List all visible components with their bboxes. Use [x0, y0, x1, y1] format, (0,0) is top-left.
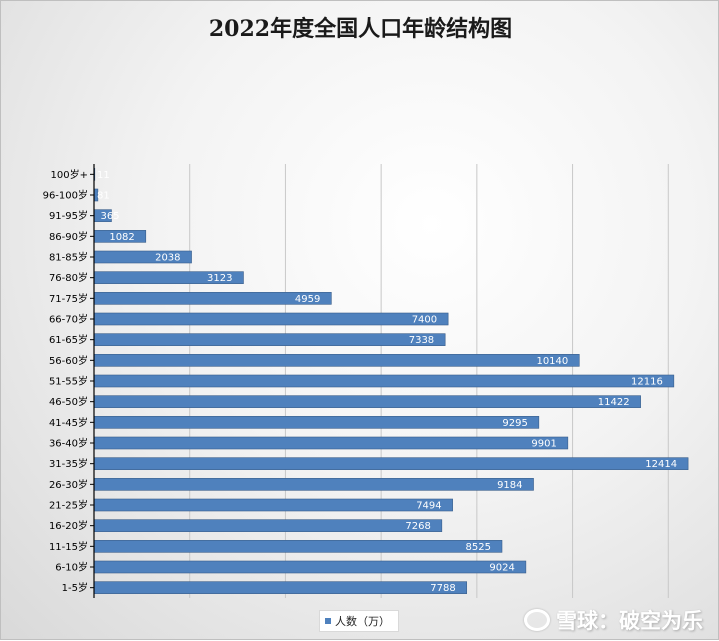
- data-label: 7268: [405, 521, 430, 532]
- legend-label: 人数（万）: [335, 615, 390, 628]
- y-tick-label: 56-60岁: [49, 354, 88, 367]
- data-label: 81: [97, 191, 110, 202]
- watermark-text: 雪球：破空为乐: [556, 609, 703, 633]
- chart-title: 2022年度全国人口年龄结构图: [208, 16, 513, 42]
- bar: [93, 374, 675, 388]
- y-tick-label: 96-100岁: [43, 189, 88, 202]
- bar: [93, 395, 641, 408]
- watermark: 雪球：破空为乐: [524, 605, 703, 635]
- data-label: 3123: [207, 273, 232, 284]
- bar: [93, 498, 453, 512]
- data-label: 9184: [497, 480, 522, 491]
- y-tick-label: 1-5岁: [62, 581, 88, 594]
- data-label: 4959: [295, 294, 320, 305]
- data-label: 7494: [416, 501, 441, 512]
- y-tick-label: 66-70岁: [49, 313, 88, 326]
- bar: [93, 540, 503, 553]
- bars: 7788902485257268749491841241499019295114…: [93, 168, 689, 594]
- legend-swatch: [325, 618, 331, 624]
- y-tick-label: 81-85岁: [49, 251, 88, 264]
- y-tick-label: 91-95岁: [49, 209, 88, 222]
- data-label: 7400: [412, 315, 437, 326]
- data-label: 365: [100, 211, 119, 222]
- data-label: 12414: [645, 459, 677, 470]
- legend: 人数（万）: [319, 610, 399, 632]
- y-tick-label: 51-55岁: [49, 375, 88, 388]
- bar: [93, 519, 443, 532]
- data-label: 11422: [598, 397, 630, 408]
- y-tick-label: 71-75岁: [49, 292, 88, 305]
- bar: [93, 581, 468, 594]
- data-label: 2038: [155, 253, 180, 264]
- bar: [93, 312, 449, 326]
- y-tick-label: 11-15岁: [49, 540, 88, 553]
- data-label: 9901: [531, 439, 556, 450]
- data-label: 1082: [109, 232, 134, 243]
- y-tick-label: 21-25岁: [49, 499, 88, 512]
- snowball-logo-icon: [524, 609, 550, 631]
- y-tick-label: 31-35岁: [49, 457, 88, 470]
- data-label: 7788: [430, 583, 455, 594]
- y-tick-label: 46-50岁: [49, 395, 88, 408]
- data-label: 8525: [466, 542, 491, 553]
- data-label: 10140: [536, 356, 568, 367]
- bar: [93, 333, 446, 346]
- bar: [93, 436, 569, 450]
- y-tick-label: 26-30岁: [49, 478, 88, 491]
- y-axis: 1-5岁 6-10岁 11-15岁 16-20岁 21-25岁 26-30岁 31-35岁 3…: [43, 164, 95, 598]
- bar: [93, 457, 689, 470]
- data-label: 11: [97, 170, 110, 181]
- bar: [93, 560, 527, 574]
- y-tick-label: 36-40岁: [49, 437, 88, 450]
- y-tick-label: 86-90岁: [49, 230, 88, 243]
- y-tick-label: 41-45岁: [49, 416, 88, 429]
- y-tick-label: 6-10岁: [55, 561, 88, 574]
- bar: [93, 354, 580, 367]
- bar: [93, 478, 534, 491]
- y-tick-label: 76-80岁: [49, 271, 88, 284]
- data-label: 7338: [409, 335, 434, 346]
- bar: [93, 416, 540, 429]
- y-tick-label: 16-20岁: [49, 519, 88, 532]
- y-tick-label: 61-65岁: [49, 333, 88, 346]
- y-tick-label: 100岁+: [51, 168, 88, 181]
- data-label: 9295: [502, 418, 527, 429]
- data-label: 12116: [631, 377, 663, 388]
- data-label: 9024: [489, 563, 514, 574]
